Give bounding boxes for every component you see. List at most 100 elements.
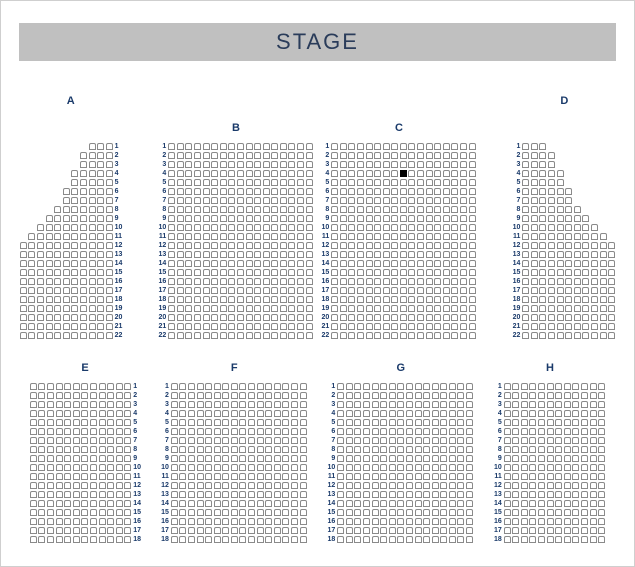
seat[interactable]	[248, 527, 255, 534]
seat[interactable]	[340, 152, 347, 159]
seat[interactable]	[582, 233, 589, 240]
seat[interactable]	[90, 392, 97, 399]
seat[interactable]	[306, 188, 313, 195]
seat[interactable]	[188, 527, 195, 534]
seat[interactable]	[529, 437, 536, 444]
seat[interactable]	[80, 305, 87, 312]
seat[interactable]	[522, 332, 529, 339]
seat[interactable]	[124, 491, 131, 498]
seat[interactable]	[406, 437, 413, 444]
seat[interactable]	[340, 305, 347, 312]
seat[interactable]	[466, 437, 473, 444]
seat[interactable]	[443, 314, 450, 321]
seat[interactable]	[97, 143, 104, 150]
seat[interactable]	[557, 233, 564, 240]
seat[interactable]	[374, 224, 381, 231]
seat[interactable]	[460, 305, 467, 312]
seat[interactable]	[222, 464, 229, 471]
seat[interactable]	[99, 428, 106, 435]
seat[interactable]	[331, 260, 338, 267]
seat[interactable]	[598, 419, 605, 426]
seat[interactable]	[46, 224, 53, 231]
seat[interactable]	[581, 392, 588, 399]
seat[interactable]	[205, 419, 212, 426]
seat[interactable]	[397, 509, 404, 516]
seat[interactable]	[274, 419, 281, 426]
seat[interactable]	[581, 509, 588, 516]
seat[interactable]	[363, 410, 370, 417]
seat[interactable]	[457, 446, 464, 453]
seat[interactable]	[354, 464, 361, 471]
seat[interactable]	[171, 392, 178, 399]
seat[interactable]	[20, 251, 27, 258]
seat[interactable]	[555, 527, 562, 534]
seat[interactable]	[228, 323, 235, 330]
seat[interactable]	[346, 446, 353, 453]
seat[interactable]	[37, 269, 44, 276]
seat[interactable]	[348, 152, 355, 159]
seat[interactable]	[383, 269, 390, 276]
seat[interactable]	[54, 332, 61, 339]
seat[interactable]	[531, 314, 538, 321]
seat[interactable]	[538, 392, 545, 399]
seat[interactable]	[331, 314, 338, 321]
seat[interactable]	[555, 473, 562, 480]
seat[interactable]	[408, 314, 415, 321]
seat[interactable]	[572, 401, 579, 408]
seat[interactable]	[440, 437, 447, 444]
seat[interactable]	[397, 491, 404, 498]
seat[interactable]	[434, 152, 441, 159]
seat[interactable]	[417, 215, 424, 222]
seat[interactable]	[248, 500, 255, 507]
seat[interactable]	[434, 260, 441, 267]
seat[interactable]	[346, 482, 353, 489]
seat[interactable]	[391, 251, 398, 258]
seat[interactable]	[28, 233, 35, 240]
seat[interactable]	[372, 437, 379, 444]
seat[interactable]	[246, 305, 253, 312]
seat[interactable]	[539, 152, 546, 159]
seat[interactable]	[73, 392, 80, 399]
seat[interactable]	[331, 170, 338, 177]
seat[interactable]	[274, 491, 281, 498]
seat[interactable]	[572, 509, 579, 516]
seat[interactable]	[400, 188, 407, 195]
seat[interactable]	[417, 233, 424, 240]
seat[interactable]	[374, 305, 381, 312]
seat[interactable]	[400, 314, 407, 321]
seat[interactable]	[54, 269, 61, 276]
seat[interactable]	[282, 401, 289, 408]
seat[interactable]	[107, 527, 114, 534]
seat[interactable]	[171, 464, 178, 471]
seat[interactable]	[265, 428, 272, 435]
seat[interactable]	[188, 410, 195, 417]
seat[interactable]	[469, 161, 476, 168]
seat[interactable]	[257, 437, 264, 444]
seat[interactable]	[177, 269, 184, 276]
seat[interactable]	[423, 455, 430, 462]
seat[interactable]	[222, 473, 229, 480]
seat[interactable]	[291, 446, 298, 453]
seat[interactable]	[246, 251, 253, 258]
seat[interactable]	[538, 428, 545, 435]
seat[interactable]	[391, 278, 398, 285]
seat[interactable]	[168, 305, 175, 312]
seat[interactable]	[54, 323, 61, 330]
seat[interactable]	[288, 179, 295, 186]
seat[interactable]	[282, 482, 289, 489]
seat[interactable]	[512, 410, 519, 417]
seat[interactable]	[274, 428, 281, 435]
seat[interactable]	[248, 509, 255, 516]
seat[interactable]	[451, 152, 458, 159]
seat[interactable]	[107, 455, 114, 462]
seat[interactable]	[337, 419, 344, 426]
seat[interactable]	[89, 215, 96, 222]
seat[interactable]	[274, 509, 281, 516]
seat[interactable]	[572, 383, 579, 390]
seat[interactable]	[357, 332, 364, 339]
seat[interactable]	[415, 500, 422, 507]
seat[interactable]	[555, 464, 562, 471]
seat[interactable]	[90, 464, 97, 471]
seat[interactable]	[107, 464, 114, 471]
seat[interactable]	[254, 179, 261, 186]
